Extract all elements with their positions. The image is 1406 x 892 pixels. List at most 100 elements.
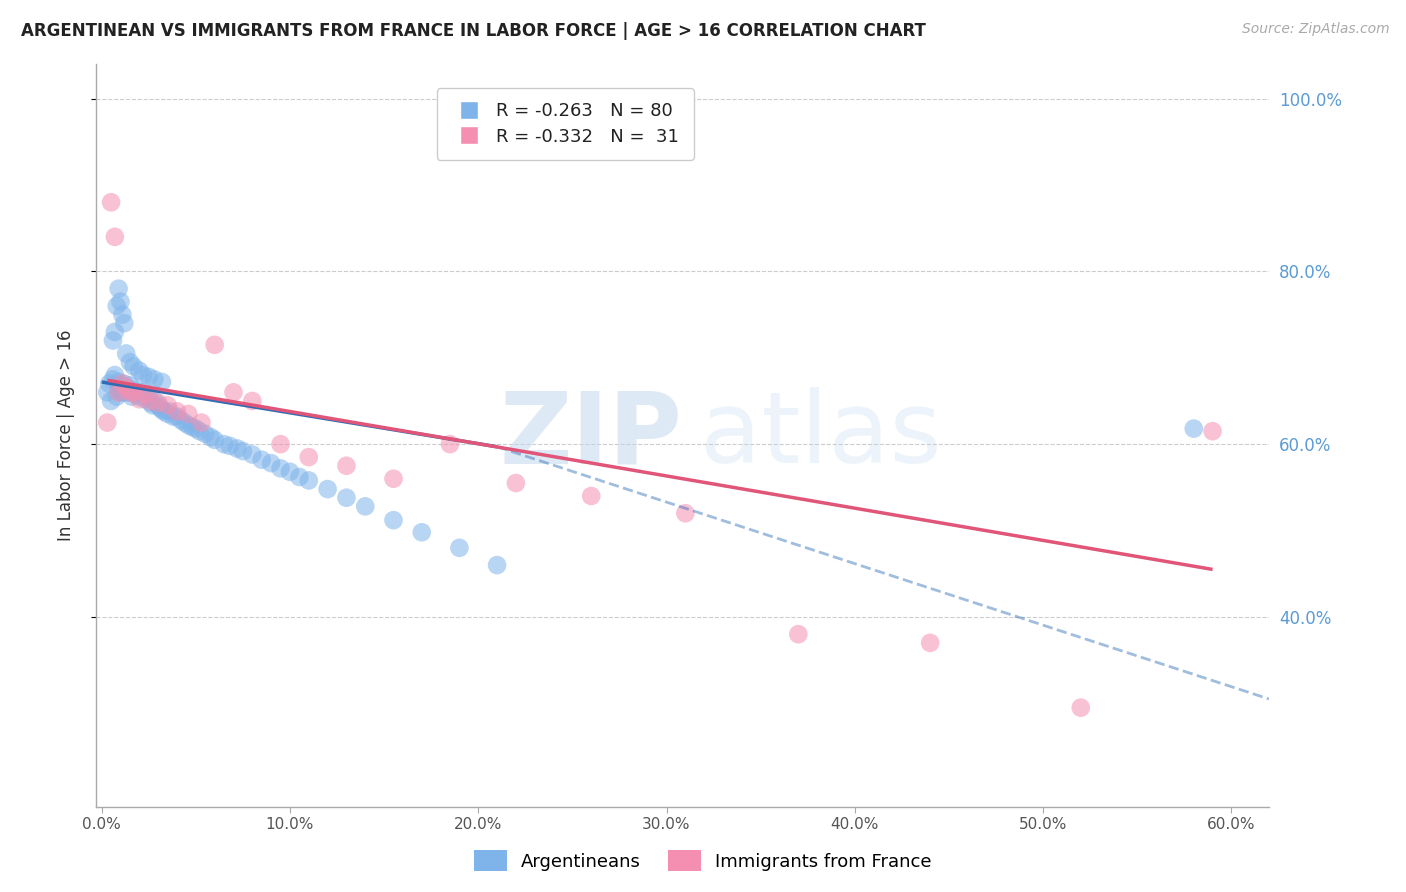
Point (212, 437, 235, 451)
Point (110, 294, 132, 309)
Point (156, 407, 179, 421)
Point (122, 359, 145, 374)
Point (141, 398, 163, 412)
Point (101, 372, 124, 386)
Point (298, 450, 321, 464)
Point (128, 392, 150, 407)
Point (288, 470, 311, 484)
Point (100, 394, 122, 409)
Point (115, 381, 138, 395)
Point (190, 416, 212, 430)
Point (505, 476, 527, 491)
Point (1182, 422, 1205, 436)
Point (184, 422, 207, 436)
Point (204, 338, 226, 352)
Point (260, 456, 283, 470)
Point (143, 372, 166, 386)
Point (250, 452, 273, 467)
Point (139, 395, 162, 409)
Text: ZIP: ZIP (499, 387, 682, 484)
Point (111, 385, 134, 400)
Point (118, 378, 141, 392)
Point (335, 491, 357, 505)
Point (200, 430, 222, 444)
Point (104, 368, 127, 382)
Point (240, 448, 263, 462)
Point (111, 308, 134, 322)
Text: Source: ZipAtlas.com: Source: ZipAtlas.com (1241, 22, 1389, 37)
Point (96, 416, 118, 430)
Point (122, 385, 145, 400)
Point (107, 375, 129, 389)
Point (132, 387, 155, 401)
Point (240, 394, 263, 409)
Point (115, 346, 138, 360)
Point (105, 299, 128, 313)
Point (101, 334, 124, 348)
Point (149, 401, 172, 415)
Point (139, 394, 162, 409)
Point (920, 636, 942, 650)
Point (1070, 700, 1092, 714)
Point (100, 195, 122, 210)
Point (170, 413, 193, 427)
Point (134, 392, 156, 407)
Point (150, 375, 173, 389)
Point (278, 465, 301, 479)
Point (146, 395, 169, 409)
Point (270, 437, 292, 451)
Point (159, 404, 181, 418)
Point (787, 627, 810, 641)
Text: atlas: atlas (700, 387, 942, 484)
Point (112, 316, 135, 330)
Point (138, 390, 160, 404)
Point (162, 409, 184, 424)
Y-axis label: In Labor Force | Age > 16: In Labor Force | Age > 16 (58, 330, 75, 541)
Point (110, 378, 132, 392)
Point (173, 416, 195, 430)
Point (121, 390, 143, 404)
Point (226, 442, 249, 456)
Point (486, 558, 509, 573)
Point (152, 404, 174, 418)
Point (335, 458, 357, 473)
Point (298, 474, 321, 488)
Point (270, 461, 292, 475)
Point (132, 368, 155, 382)
Point (134, 387, 156, 401)
Point (129, 385, 152, 400)
Point (181, 420, 204, 434)
Point (124, 387, 146, 401)
Point (439, 437, 461, 451)
Point (122, 384, 145, 398)
Text: ARGENTINEAN VS IMMIGRANTS FROM FRANCE IN LABOR FORCE | AGE > 16 CORRELATION CHAR: ARGENTINEAN VS IMMIGRANTS FROM FRANCE IN… (21, 22, 927, 40)
Point (382, 472, 405, 486)
Point (107, 282, 129, 296)
Point (673, 506, 696, 520)
Point (1201, 424, 1223, 438)
Point (104, 325, 127, 339)
Point (382, 513, 405, 527)
Point (449, 541, 471, 555)
Point (107, 381, 129, 395)
Point (98, 376, 121, 391)
Point (118, 385, 141, 400)
Point (411, 525, 433, 540)
Point (128, 390, 150, 404)
Point (107, 385, 129, 400)
Point (146, 398, 169, 412)
Point (579, 489, 602, 503)
Point (316, 482, 339, 496)
Point (194, 426, 217, 441)
Point (96, 385, 118, 400)
Point (150, 402, 173, 417)
Point (188, 424, 211, 438)
Point (218, 439, 240, 453)
Point (104, 230, 127, 244)
Point (138, 369, 160, 384)
Point (166, 404, 188, 418)
Point (118, 385, 141, 400)
Point (118, 355, 141, 369)
Point (354, 500, 377, 514)
Point (156, 398, 179, 412)
